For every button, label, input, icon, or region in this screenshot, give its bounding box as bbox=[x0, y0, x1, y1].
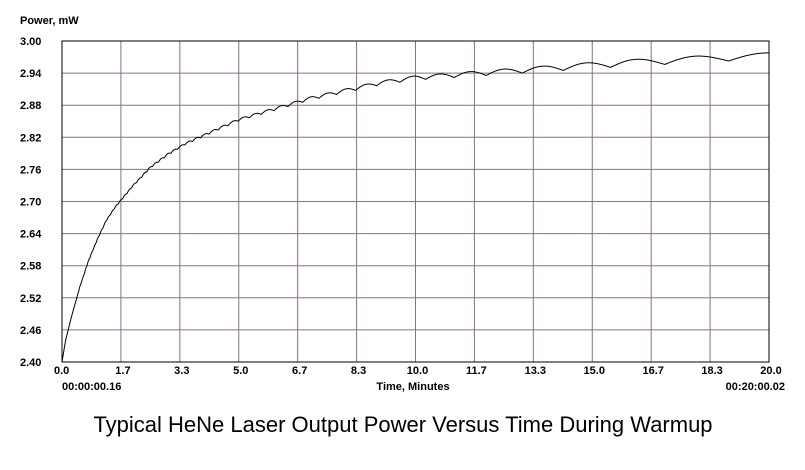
start-timestamp: 00:00:00.16 bbox=[62, 381, 121, 393]
y-tick-label: 2.46 bbox=[20, 325, 41, 337]
grid bbox=[62, 41, 769, 362]
y-tick-label: 2.40 bbox=[20, 357, 41, 369]
x-tick-label: 1.7 bbox=[115, 365, 130, 377]
y-tick-label: 2.94 bbox=[20, 68, 42, 80]
x-tick-label: 6.7 bbox=[292, 365, 307, 377]
x-tick-label: 10.0 bbox=[407, 365, 428, 377]
x-axis-label: Time, Minutes bbox=[376, 381, 449, 393]
y-tick-label: 2.76 bbox=[20, 164, 41, 176]
x-tick-label: 20.0 bbox=[760, 365, 781, 377]
plot-frame bbox=[61, 40, 770, 363]
y-tick-label: 2.82 bbox=[20, 132, 41, 144]
y-tick-label: 3.00 bbox=[20, 36, 41, 48]
x-tick-label: 3.3 bbox=[174, 365, 189, 377]
y-tick-labels: 3.00 2.94 2.88 2.82 2.76 2.70 2.64 2.58 2.52 2.46… bbox=[20, 36, 42, 369]
x-tick-label: 15.0 bbox=[584, 365, 605, 377]
y-tick-label: 2.88 bbox=[20, 100, 41, 112]
y-axis-label: Power, mW bbox=[20, 15, 79, 27]
y-tick-label: 2.52 bbox=[20, 293, 41, 305]
y-tick-label: 2.64 bbox=[20, 229, 42, 241]
x-tick-label: 11.7 bbox=[466, 365, 487, 377]
chart-title: Typical HeNe Laser Output Power Versus T… bbox=[93, 412, 712, 437]
x-tick-label: 18.3 bbox=[701, 365, 722, 377]
x-tick-label: 5.0 bbox=[233, 365, 248, 377]
power-trace bbox=[61, 52, 769, 363]
y-tick-label: 2.58 bbox=[20, 261, 41, 273]
y-tick-label: 2.70 bbox=[20, 197, 41, 209]
x-tick-labels: 0.0 1.7 3.3 5.0 6.7 8.3 10.0 11.7 13.3 15.0 16.7 18… bbox=[54, 365, 782, 377]
x-tick-label: 0.0 bbox=[54, 365, 69, 377]
end-timestamp: 00:20:00.02 bbox=[726, 381, 785, 393]
x-tick-label: 13.3 bbox=[525, 365, 546, 377]
x-tick-label: 16.7 bbox=[642, 365, 663, 377]
x-tick-label: 8.3 bbox=[351, 365, 366, 377]
